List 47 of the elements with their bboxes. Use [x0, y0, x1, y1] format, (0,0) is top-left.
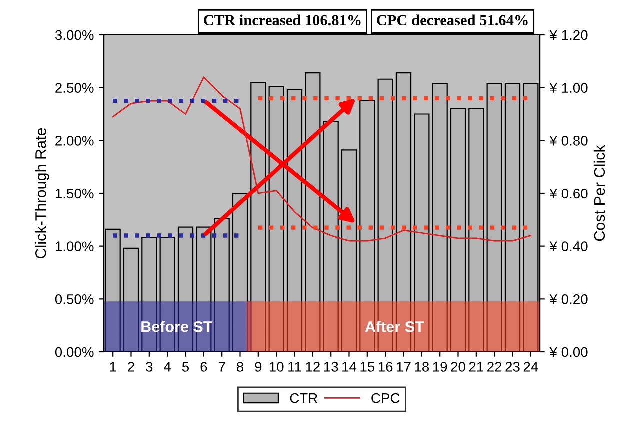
y2-tick-label: ¥ 1.20	[550, 30, 588, 40]
x-tick-label: 13	[324, 362, 338, 372]
x-tick-label: 10	[270, 362, 284, 372]
x-tick-label: 11	[288, 362, 302, 372]
y-tick-label: 1.00%	[56, 242, 94, 252]
x-tick-label: 20	[451, 362, 466, 372]
x-tick-label: 18	[415, 362, 430, 372]
y-tick-label: 0.50%	[55, 294, 94, 304]
x-tick-label: 9	[255, 362, 262, 372]
x-tick-label: 24	[524, 362, 538, 372]
x-tick-label: 14	[342, 362, 357, 372]
x-tick-label: 16	[378, 362, 393, 372]
y2-tick-label: ¥ 0.40	[550, 242, 588, 252]
x-tick-label: 15	[360, 362, 375, 372]
y2-tick-label: ¥ 1.00	[550, 83, 588, 94]
y-tick-label: 0.00%	[55, 347, 94, 358]
line-series	[112, 76, 532, 242]
y-tick-label: 2.50%	[56, 83, 94, 94]
x-tick-label: 19	[433, 362, 448, 372]
x-tick-label: 8	[236, 362, 244, 372]
y-axis-title: Click-Through Rate	[35, 128, 50, 259]
y2-tick-label: ¥ 0.00	[550, 347, 588, 358]
x-tick-label: 5	[182, 362, 190, 372]
y2-tick-label: ¥ 0.80	[550, 136, 588, 146]
text: CPC decreased 51.64%	[377, 14, 528, 26]
x-tick-label: 1	[110, 362, 116, 372]
y-tick-label: 1.50%	[56, 188, 94, 199]
x-tick-label: 17	[397, 362, 411, 372]
x-tick-label: 21	[469, 362, 484, 372]
x-tick-label: 7	[218, 362, 226, 372]
y-tick-label: 3.00%	[55, 30, 94, 40]
legend-label: CPC	[372, 393, 400, 404]
y2-axis-title: Cost Per Click	[594, 145, 606, 242]
x-tick-label: 23	[506, 362, 520, 372]
legend-label: CTR	[290, 393, 318, 404]
band-label: Before ST	[142, 321, 213, 332]
x-tick-label: 12	[306, 362, 320, 372]
x-tick-label: 22	[488, 362, 502, 372]
x-tick-label: 3	[146, 362, 153, 372]
x-tick-label: 4	[164, 362, 172, 372]
x-tick-label: 2	[128, 362, 134, 372]
y2-tick-label: ¥ 0.60	[550, 188, 588, 199]
y2-tick-label: ¥ 0.20	[550, 294, 588, 304]
band-label: After ST	[365, 321, 424, 332]
text: CTR increased 106.81%	[204, 14, 361, 26]
y-tick-label: 2.00%	[56, 136, 94, 146]
x-tick-label: 6	[200, 362, 208, 372]
